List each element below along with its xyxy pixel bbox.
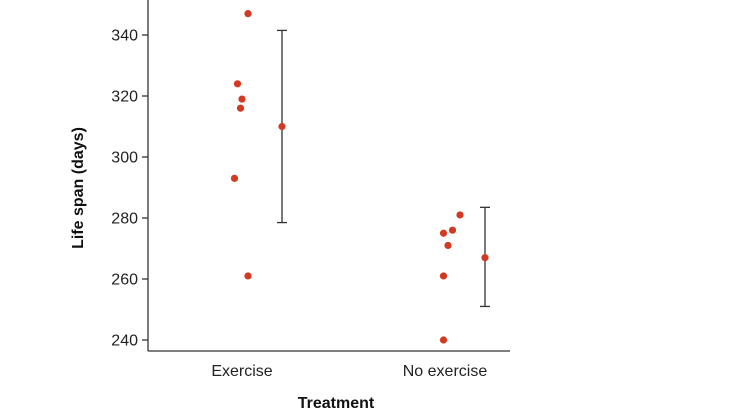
mean-point bbox=[278, 122, 286, 131]
x-axis-title: Treatment bbox=[298, 395, 375, 410]
data-point bbox=[236, 104, 245, 112]
x-tick-label: No exercise bbox=[403, 363, 488, 380]
y-tick-label: 260 bbox=[111, 272, 138, 289]
data-point bbox=[233, 80, 242, 88]
data-point bbox=[444, 241, 452, 250]
y-ticks: 240 260 280 300 320 340 Exercise No exercise bbox=[111, 28, 487, 381]
x-tick-label: Exercise bbox=[211, 363, 272, 380]
data-point bbox=[439, 336, 448, 344]
y-tick-label: 300 bbox=[111, 150, 138, 167]
data-point bbox=[230, 174, 239, 182]
mean-point bbox=[481, 254, 489, 262]
data-point bbox=[448, 226, 457, 234]
data-point bbox=[439, 272, 448, 280]
y-tick-label: 320 bbox=[111, 89, 138, 106]
y-tick-label: 240 bbox=[111, 333, 138, 350]
y-tick-label: 280 bbox=[111, 211, 138, 228]
error-bars bbox=[277, 29, 490, 308]
y-axis-title: Life span (days) bbox=[70, 127, 87, 249]
axes bbox=[147, 0, 510, 352]
data-point bbox=[244, 272, 252, 280]
data-point bbox=[244, 10, 252, 18]
data-points bbox=[230, 10, 464, 344]
data-point bbox=[439, 229, 448, 237]
y-tick-label: 340 bbox=[111, 28, 138, 45]
data-point bbox=[238, 95, 246, 103]
data-point bbox=[456, 211, 464, 219]
